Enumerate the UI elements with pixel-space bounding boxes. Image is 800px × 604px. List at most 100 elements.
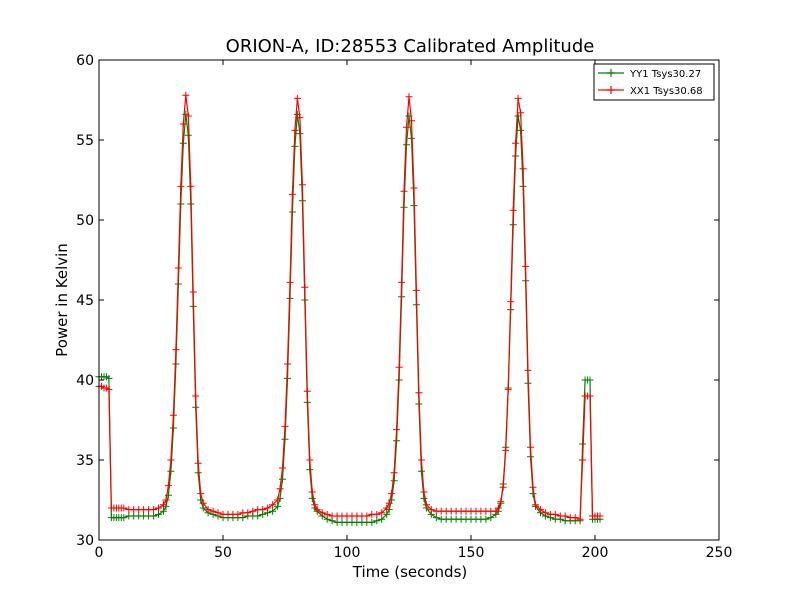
- data-point: [586, 376, 594, 384]
- y-tick-label: 60: [76, 53, 94, 69]
- data-point: [279, 464, 286, 472]
- data-point: [259, 506, 267, 514]
- data-point: [274, 496, 282, 504]
- data-point: [150, 506, 158, 514]
- y-tick-label: 50: [76, 213, 94, 229]
- data-point: [288, 190, 296, 198]
- data-point: [405, 93, 413, 101]
- data-point: [403, 123, 410, 131]
- data-point: [155, 510, 162, 518]
- data-point: [105, 374, 113, 382]
- x-tick-label: 250: [706, 545, 733, 561]
- data-point: [204, 506, 212, 514]
- data-point: [390, 477, 398, 485]
- data-point: [579, 456, 587, 464]
- data-point: [420, 494, 428, 502]
- data-point: [420, 488, 428, 496]
- legend: YY1 Tsys30.27 XX1 Tsys30.68: [593, 63, 715, 101]
- x-tick-label: 200: [582, 545, 609, 561]
- legend-marker-xx1: [607, 86, 615, 94]
- legend-label-yy1: YY1 Tsys30.27: [629, 69, 701, 80]
- plot-area: [95, 91, 604, 526]
- data-point: [422, 501, 430, 509]
- data-point: [293, 94, 301, 102]
- y-tick-label: 45: [76, 293, 94, 309]
- data-point: [214, 509, 222, 517]
- data-point: [308, 488, 316, 496]
- x-axis-label: Time (seconds): [352, 563, 468, 581]
- y-axis-label: Power in Kelvin: [53, 243, 71, 357]
- data-point: [279, 475, 286, 483]
- data-point: [296, 114, 304, 122]
- data-point: [167, 456, 175, 464]
- series-xx1: [95, 91, 604, 523]
- data-point: [179, 139, 187, 147]
- data-point: [576, 515, 584, 523]
- data-point: [105, 386, 113, 394]
- data-point: [432, 514, 440, 522]
- data-point: [373, 517, 381, 525]
- data-point: [177, 182, 185, 190]
- data-point: [303, 387, 311, 395]
- data-point: [323, 510, 331, 518]
- data-point: [541, 509, 549, 517]
- data-point: [184, 112, 192, 120]
- x-tick-label: 100: [334, 545, 361, 561]
- data-point: [502, 446, 510, 454]
- data-point: [179, 120, 187, 128]
- data-point: [427, 506, 435, 514]
- data-point: [274, 502, 282, 510]
- data-point: [192, 392, 200, 400]
- data-point: [497, 498, 505, 506]
- data-point: [209, 507, 217, 515]
- data-point: [487, 514, 495, 522]
- data-point: [504, 386, 512, 394]
- data-point: [308, 494, 316, 502]
- data-point: [522, 262, 530, 270]
- data-point: [393, 426, 401, 434]
- x-tick-label: 50: [214, 545, 232, 561]
- data-point: [286, 278, 294, 286]
- data-point: [514, 94, 522, 102]
- data-point: [264, 504, 272, 512]
- data-point: [408, 117, 415, 125]
- data-point: [363, 512, 371, 520]
- data-point: [164, 482, 172, 490]
- data-point: [482, 515, 490, 523]
- y-tick-label: 30: [76, 533, 94, 549]
- data-point: [395, 363, 403, 371]
- data-point: [162, 496, 170, 504]
- y-tick-label: 35: [76, 453, 94, 469]
- data-point: [378, 515, 386, 523]
- data-point: [269, 501, 277, 509]
- data-point: [167, 467, 175, 475]
- data-point: [383, 510, 391, 518]
- data-point: [189, 288, 197, 296]
- data-point: [551, 510, 559, 518]
- data-point: [291, 126, 299, 134]
- data-point: [586, 392, 594, 400]
- data-point: [164, 491, 172, 499]
- data-point: [417, 456, 425, 464]
- data-point: [373, 510, 381, 518]
- data-point: [561, 512, 569, 520]
- data-point: [244, 509, 252, 517]
- data-point: [400, 187, 408, 195]
- data-point: [517, 109, 525, 117]
- legend-label-xx1: XX1 Tsys30.68: [630, 86, 703, 97]
- y-tick-label: 55: [76, 133, 94, 149]
- data-point: [311, 501, 319, 509]
- data-point: [199, 499, 207, 507]
- data-point: [509, 206, 517, 214]
- data-point: [155, 504, 162, 512]
- data-point: [172, 346, 180, 354]
- data-point: [507, 298, 515, 306]
- chart-title: ORION-A, ID:28553 Calibrated Amplitude: [226, 36, 595, 57]
- axis-ticks: 0 50 100 150 200 250 30 35 40 45 50 55 60: [76, 53, 732, 561]
- data-point: [150, 512, 158, 520]
- data-point: [249, 507, 257, 515]
- data-point: [281, 435, 289, 443]
- data-point: [383, 504, 391, 512]
- data-point: [284, 360, 291, 368]
